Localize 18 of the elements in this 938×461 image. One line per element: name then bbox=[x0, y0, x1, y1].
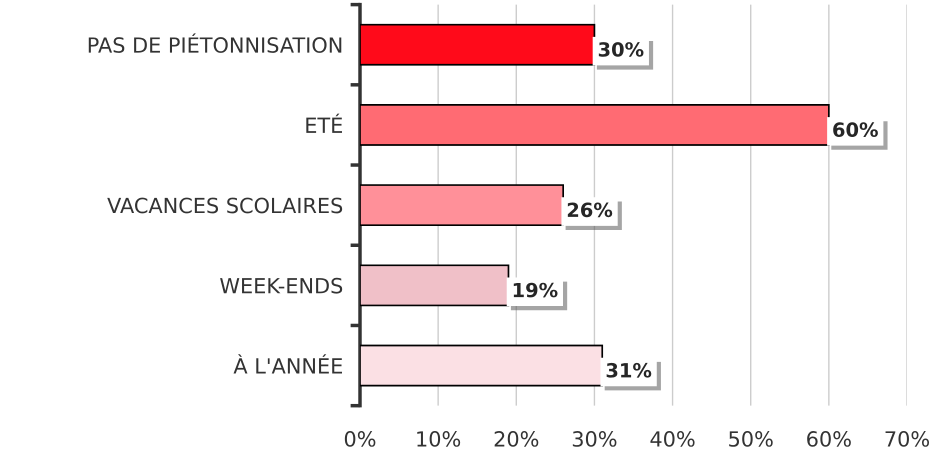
y-tick-label: À L'ANNÉE bbox=[234, 354, 342, 374]
x-tick-label: 10% bbox=[417, 431, 460, 447]
y-tick-label: PAS DE PIÉTONNISATION bbox=[88, 33, 342, 53]
x-tick-label: 60% bbox=[807, 431, 851, 447]
x-tick-label: 0% bbox=[344, 431, 376, 447]
data-label: 31% bbox=[606, 362, 652, 378]
y-tick-label: VACANCES SCOLAIRES bbox=[107, 198, 342, 214]
y-tick-label: ETÉ bbox=[306, 114, 342, 133]
y-tick-label: WEEK-ENDS bbox=[220, 278, 342, 294]
x-tick-label: 50% bbox=[729, 431, 773, 447]
x-tick-label: 70% bbox=[886, 431, 930, 447]
x-tick-label: 40% bbox=[650, 431, 695, 447]
data-label: 19% bbox=[514, 282, 558, 298]
data-label: 30% bbox=[598, 42, 644, 57]
data-label: 26% bbox=[568, 202, 612, 218]
x-tick-label: 30% bbox=[572, 431, 616, 447]
x-tick-label: 20% bbox=[494, 431, 538, 447]
data-label: 60% bbox=[833, 122, 878, 137]
